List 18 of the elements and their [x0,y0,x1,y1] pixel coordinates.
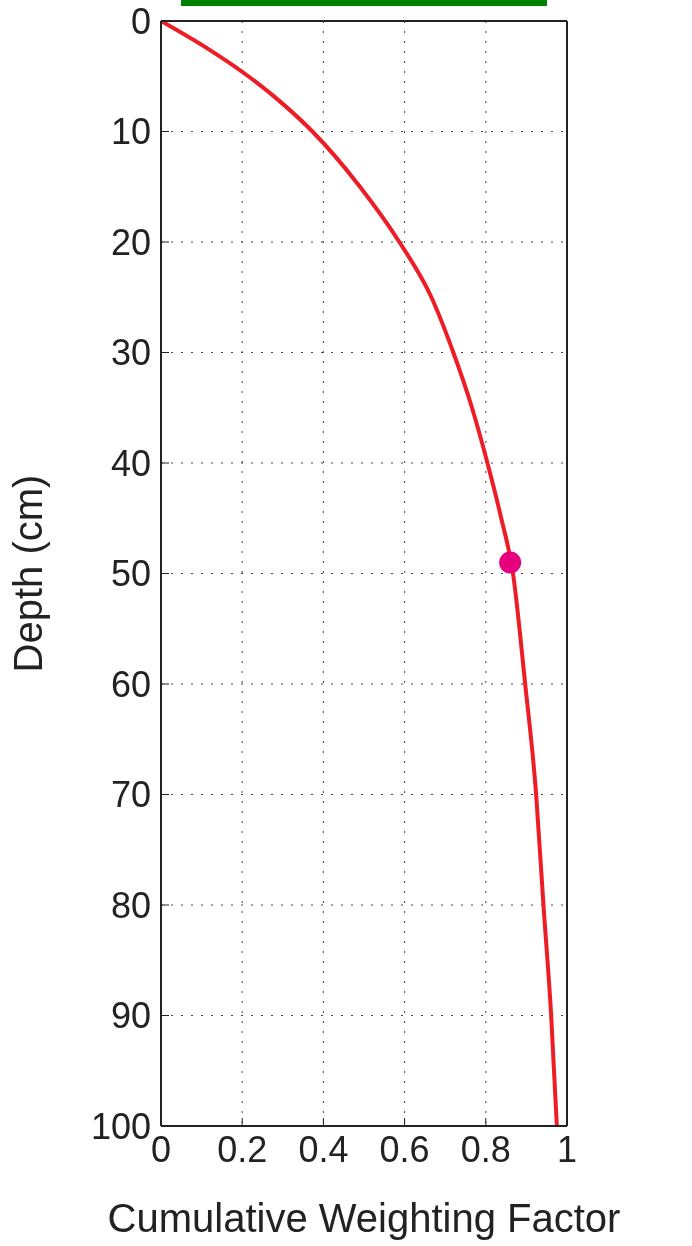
y-tick-label: 80 [110,884,151,926]
y-tick-label: 30 [110,332,151,374]
y-tick-label: 40 [110,442,151,484]
x-tick-label: 0.4 [298,1128,349,1170]
x-tick-label: 0.8 [460,1128,511,1170]
y-tick-label: 20 [110,221,151,263]
x-tick-label: 1 [556,1128,578,1170]
y-axis-title: Depth (cm) [6,474,51,673]
y-tick-label: 100 [90,1105,151,1147]
x-tick-label: 0.2 [217,1128,268,1170]
y-tick-label: 10 [110,111,151,153]
x-tick-label: 0.6 [379,1128,430,1170]
y-tick-label: 50 [110,553,151,595]
x-axis-title: Cumulative Weighting Factor [107,1196,621,1240]
y-tick-label: 0 [130,0,151,42]
y-tick-label: 70 [110,774,151,816]
y-tick-label: 60 [110,663,151,705]
y-tick-label: 90 [110,995,151,1037]
